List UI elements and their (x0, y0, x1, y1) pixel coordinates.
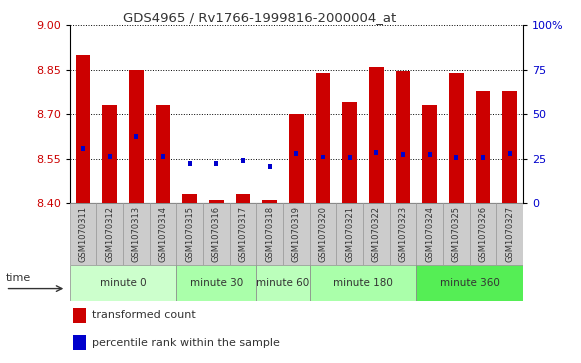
Text: GDS4965 / Rv1766-1999816-2000004_at: GDS4965 / Rv1766-1999816-2000004_at (123, 11, 397, 24)
Bar (156, 106, 170, 203)
Bar (449, 73, 464, 203)
Bar (295, 151, 298, 156)
Text: transformed count: transformed count (92, 310, 196, 321)
Bar (129, 70, 144, 203)
Bar (268, 164, 272, 168)
Bar (363, 203, 390, 265)
Text: GSM1070318: GSM1070318 (265, 206, 274, 262)
Bar (70, 265, 177, 301)
Bar (390, 203, 416, 265)
Bar (454, 155, 458, 160)
Bar (374, 150, 378, 155)
Bar (310, 203, 336, 265)
Bar (321, 155, 325, 159)
Bar (481, 155, 485, 160)
Text: minute 30: minute 30 (190, 278, 243, 288)
Text: GSM1070319: GSM1070319 (292, 206, 301, 262)
Bar (401, 152, 405, 157)
Text: GSM1070327: GSM1070327 (505, 206, 514, 262)
Bar (347, 155, 352, 160)
Bar (283, 203, 310, 265)
Text: GSM1070326: GSM1070326 (478, 206, 487, 262)
Bar (502, 91, 517, 203)
Bar (476, 91, 490, 203)
Text: GSM1070320: GSM1070320 (318, 206, 328, 262)
Bar (416, 203, 443, 265)
Bar (70, 203, 96, 265)
Bar (416, 265, 523, 301)
Bar (241, 158, 245, 163)
Text: minute 180: minute 180 (333, 278, 393, 288)
Text: minute 360: minute 360 (440, 278, 500, 288)
Text: GSM1070313: GSM1070313 (132, 206, 141, 262)
Bar (310, 265, 416, 301)
Text: GSM1070322: GSM1070322 (372, 206, 381, 262)
Bar (73, 335, 85, 350)
Bar (496, 203, 523, 265)
Text: GSM1070325: GSM1070325 (452, 206, 461, 262)
Text: GSM1070314: GSM1070314 (159, 206, 167, 262)
Bar (134, 134, 138, 139)
Text: GSM1070323: GSM1070323 (399, 206, 407, 262)
Text: GSM1070311: GSM1070311 (78, 206, 88, 262)
Bar (81, 146, 85, 151)
Bar (209, 200, 224, 203)
Bar (315, 73, 330, 203)
Bar (214, 161, 218, 166)
Bar (469, 203, 496, 265)
Bar (188, 161, 192, 166)
Bar (73, 308, 85, 323)
Text: minute 60: minute 60 (256, 278, 310, 288)
Bar (508, 151, 511, 156)
Bar (369, 67, 383, 203)
Bar (150, 203, 177, 265)
Bar (336, 203, 363, 265)
Bar (422, 106, 437, 203)
Bar (177, 203, 203, 265)
Text: GSM1070312: GSM1070312 (105, 206, 114, 262)
Text: time: time (6, 273, 31, 283)
Bar (203, 203, 229, 265)
Bar (289, 114, 304, 203)
Bar (229, 203, 256, 265)
Bar (262, 200, 277, 203)
Text: GSM1070317: GSM1070317 (238, 206, 248, 262)
Text: percentile rank within the sample: percentile rank within the sample (92, 338, 280, 348)
Bar (443, 203, 469, 265)
Bar (161, 154, 165, 159)
Text: GSM1070315: GSM1070315 (185, 206, 194, 262)
Bar (107, 154, 112, 159)
Bar (182, 195, 197, 203)
Bar (177, 265, 256, 301)
Bar (396, 72, 410, 203)
Bar (123, 203, 150, 265)
Bar (96, 203, 123, 265)
Bar (256, 265, 310, 301)
Bar (342, 102, 357, 203)
Text: GSM1070321: GSM1070321 (345, 206, 354, 262)
Bar (76, 55, 91, 203)
Text: minute 0: minute 0 (100, 278, 146, 288)
Text: GSM1070324: GSM1070324 (425, 206, 434, 262)
Bar (256, 203, 283, 265)
Text: GSM1070316: GSM1070316 (212, 206, 221, 262)
Bar (102, 106, 117, 203)
Bar (236, 195, 250, 203)
Bar (428, 152, 432, 157)
